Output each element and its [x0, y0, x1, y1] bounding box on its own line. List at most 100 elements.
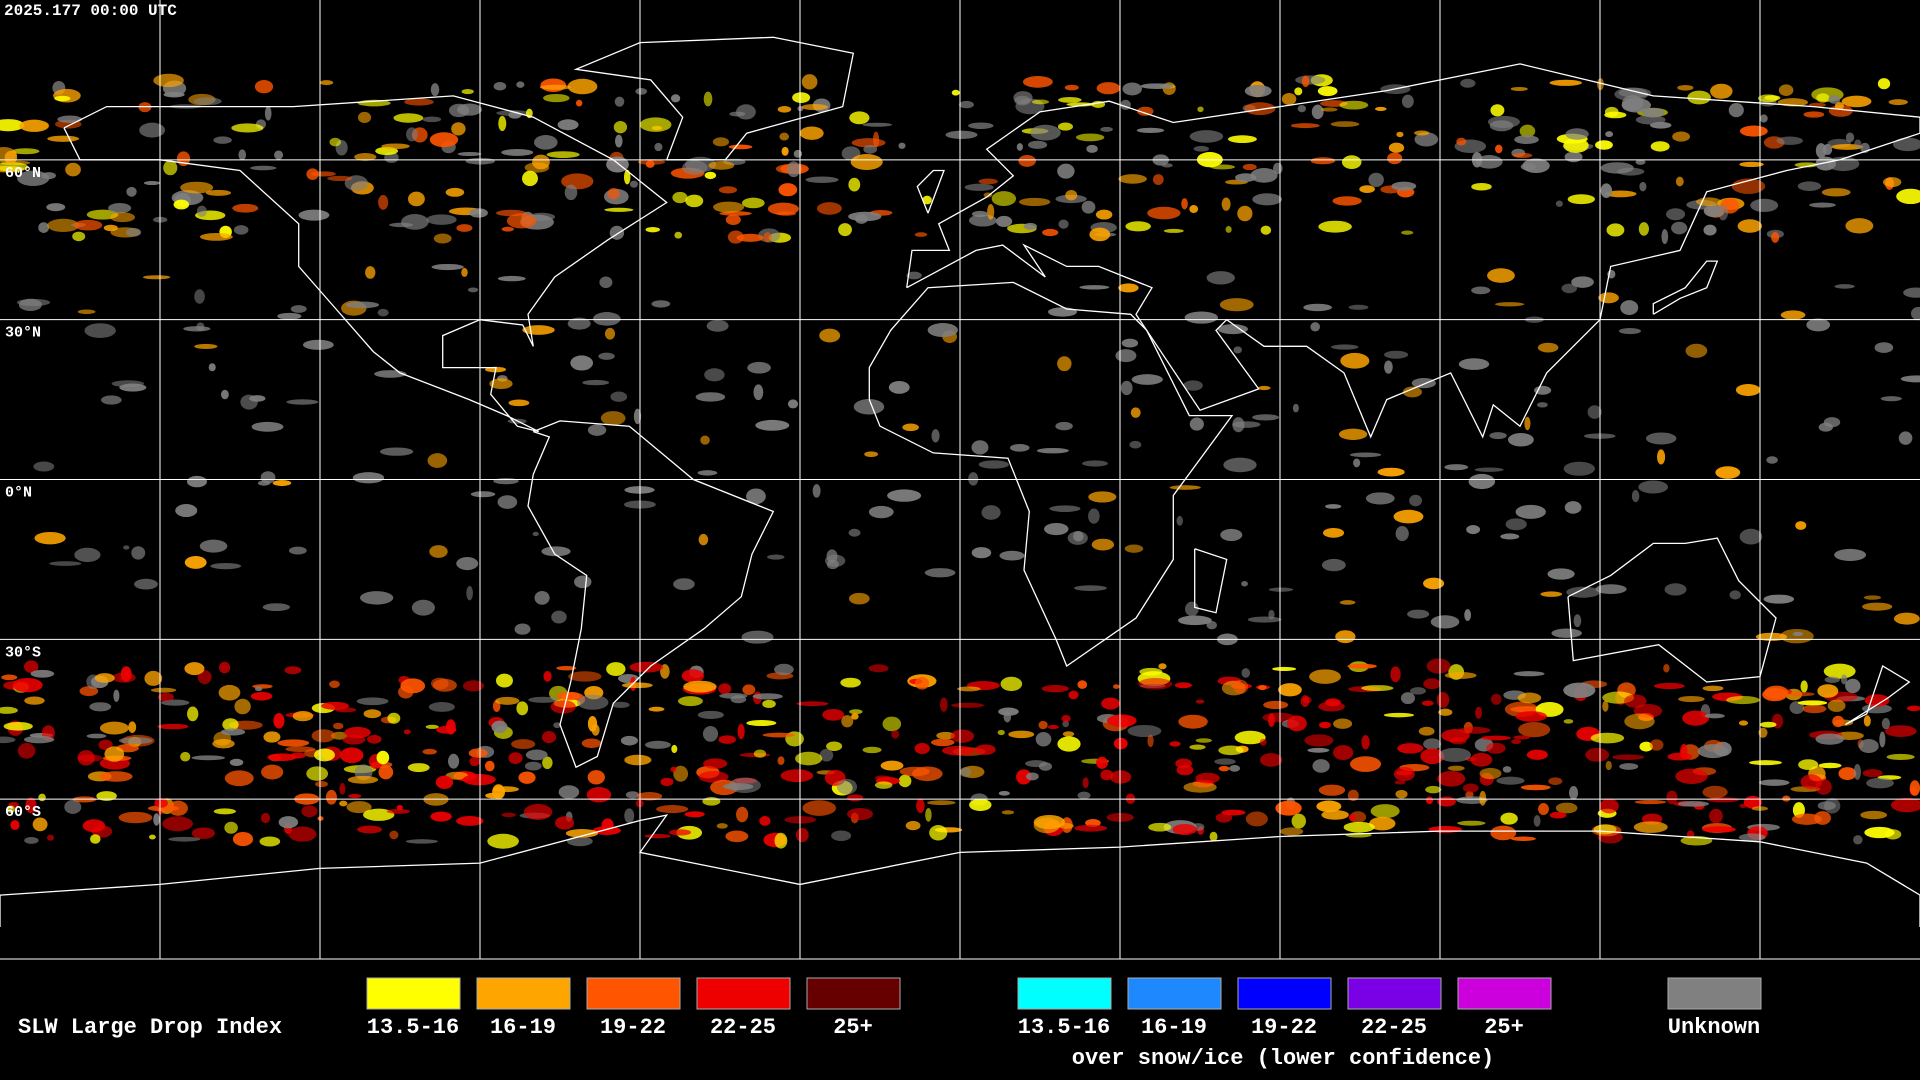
cloud-patch	[1466, 525, 1481, 535]
cloud-patch	[74, 547, 101, 563]
cloud-patch	[1393, 766, 1415, 782]
cloud-patch	[1096, 756, 1108, 769]
cloud-patch	[100, 395, 122, 405]
cloud-patch	[250, 691, 273, 701]
cloud-patch	[1127, 724, 1162, 738]
cloud-patch	[1650, 121, 1672, 129]
latitude-label: 30°S	[5, 644, 41, 661]
cloud-patch	[1735, 383, 1761, 396]
cloud-patch	[1444, 671, 1477, 679]
cloud-patch	[1291, 813, 1307, 829]
legend-swatch	[1347, 977, 1442, 1010]
cloud-patch	[407, 763, 430, 773]
cloud-patch	[468, 748, 488, 758]
cloud-patch	[614, 96, 625, 107]
coastline	[1652, 260, 1719, 315]
cloud-patch	[848, 592, 870, 605]
cloud-patch	[278, 816, 299, 829]
cloud-patch	[1279, 827, 1304, 836]
cloud-patch	[1061, 714, 1071, 723]
cloud-patch	[168, 836, 201, 842]
cloud-patch	[1667, 752, 1693, 761]
legend-label: 25+	[833, 1015, 873, 1040]
cloud-patch	[191, 827, 215, 839]
cloud-patch	[1759, 114, 1768, 123]
cloud-patch	[298, 209, 330, 221]
cloud-patch	[698, 533, 709, 546]
cloud-patch	[838, 223, 852, 237]
coastline	[573, 36, 855, 161]
cloud-patch	[882, 716, 902, 732]
cloud-patch	[951, 89, 960, 96]
cloud-patch	[1890, 797, 1920, 813]
cloud-patch	[1139, 667, 1163, 676]
cloud-patch	[1195, 772, 1220, 784]
cloud-patch	[639, 117, 672, 132]
cloud-patch	[1322, 527, 1345, 538]
cloud-patch	[1893, 137, 1920, 152]
cloud-patch	[848, 177, 861, 192]
cloud-patch	[1241, 581, 1248, 587]
cloud-patch	[25, 797, 37, 814]
cloud-patch	[916, 798, 925, 814]
cloud-patch	[543, 93, 570, 103]
cloud-patch	[780, 769, 814, 783]
cloud-patch	[1828, 94, 1841, 104]
cloud-patch	[1009, 443, 1030, 452]
cloud-patch	[1701, 826, 1736, 833]
cloud-patch	[1343, 821, 1375, 833]
cloud-patch	[736, 233, 764, 242]
cloud-patch	[532, 531, 539, 537]
cloud-patch	[1555, 802, 1578, 814]
cloud-patch	[1100, 126, 1113, 132]
cloud-patch	[1471, 182, 1492, 191]
cloud-patch	[1537, 342, 1559, 353]
cloud-patch	[17, 170, 50, 187]
cloud-patch	[746, 488, 766, 505]
cloud-patch	[975, 744, 996, 755]
cloud-patch	[143, 180, 161, 186]
cloud-patch	[681, 669, 705, 683]
cloud-patch	[606, 662, 626, 677]
cloud-patch	[1361, 735, 1370, 750]
cloud-patch	[1227, 135, 1257, 144]
cloud-patch	[1393, 509, 1424, 524]
cloud-patch	[134, 578, 158, 590]
cloud-patch	[712, 137, 730, 147]
legend-swatch	[696, 977, 791, 1010]
cloud-patch	[1664, 583, 1687, 596]
cloud-patch	[218, 684, 241, 701]
cloud-patch	[1520, 784, 1551, 791]
cloud-patch	[524, 162, 550, 173]
cloud-patch	[713, 201, 745, 213]
cloud-patch	[1513, 735, 1531, 740]
cloud-patch	[541, 546, 571, 557]
cloud-patch	[1882, 177, 1902, 188]
cloud-patch	[1400, 692, 1416, 705]
cloud-patch	[506, 213, 537, 229]
cloud-patch	[261, 764, 284, 780]
cloud-patch	[767, 202, 799, 216]
cloud-patch	[610, 391, 628, 402]
cloud-patch	[1520, 163, 1537, 171]
cloud-patch	[1510, 86, 1528, 91]
cloud-patch	[457, 152, 482, 157]
cloud-patch	[1347, 663, 1377, 669]
cloud-patch	[131, 546, 146, 560]
cloud-patch	[1821, 188, 1851, 197]
cloud-patch	[1025, 760, 1048, 768]
cloud-patch	[1464, 609, 1472, 621]
cloud-patch	[1737, 219, 1762, 233]
cloud-patch	[1233, 346, 1242, 354]
cloud-patch	[762, 732, 796, 738]
cloud-patch	[359, 591, 394, 605]
cloud-patch	[1840, 674, 1848, 685]
cloud-patch	[33, 461, 55, 472]
cloud-patch	[1834, 284, 1855, 289]
cloud-patch	[363, 709, 382, 719]
cloud-patch	[1874, 342, 1894, 353]
cloud-patch	[567, 317, 591, 330]
cloud-patch	[1881, 718, 1891, 730]
cloud-patch	[1030, 124, 1061, 141]
cloud-patch	[1028, 140, 1048, 149]
